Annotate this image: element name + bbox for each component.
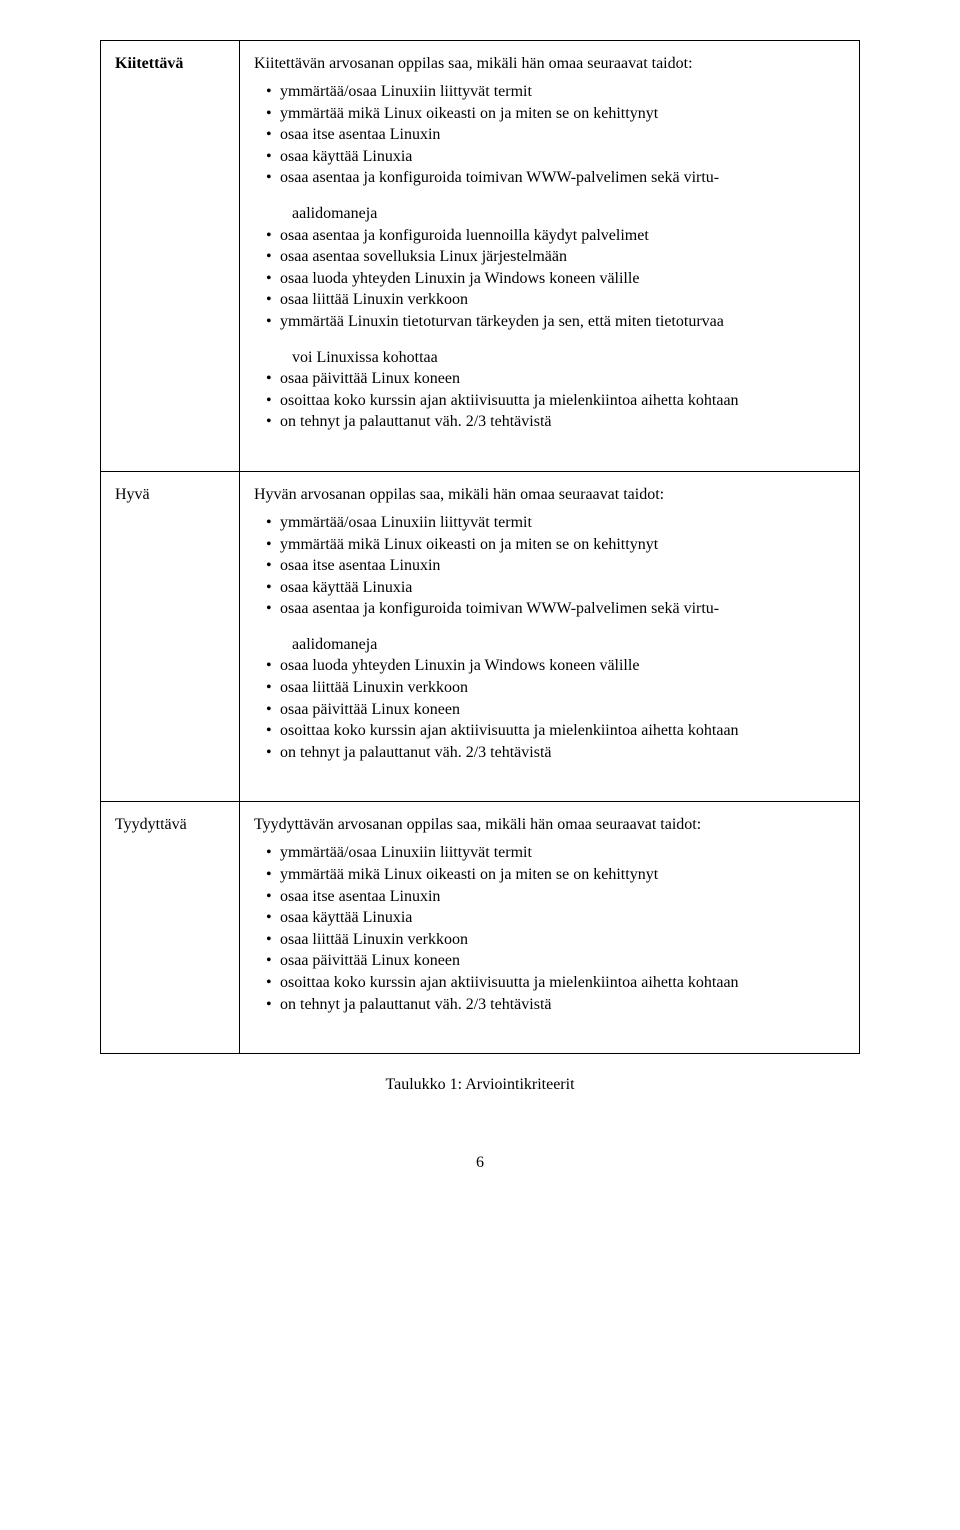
- list-item: ymmärtää Linuxin tietoturvan tärkeyden j…: [254, 311, 845, 333]
- list-item: osaa käyttää Linuxia: [254, 907, 845, 929]
- list-item: ymmärtää/osaa Linuxiin liittyvät termit: [254, 512, 845, 534]
- table-row: Kiitettävä Kiitettävän arvosanan oppilas …: [101, 41, 860, 472]
- row-intro: Tyydyttävän arvosanan oppilas saa, mikäl…: [254, 816, 845, 834]
- bullet-list: ymmärtää/osaa Linuxiin liittyvät termity…: [254, 81, 845, 433]
- list-item: on tehnyt ja palauttanut väh. 2/3 tehtäv…: [254, 411, 845, 433]
- list-item: osaa asentaa ja konfiguroida luennoilla …: [254, 225, 845, 247]
- table-row: Tyydyttävä Tyydyttävän arvosanan oppilas …: [101, 802, 860, 1054]
- list-item: osaa päivittää Linux koneen: [254, 699, 845, 721]
- bullet-list: ymmärtää/osaa Linuxiin liittyvät termity…: [254, 842, 845, 1015]
- list-item: osoittaa koko kurssin ajan aktiivisuutta…: [254, 390, 845, 412]
- list-item: osaa itse asentaa Linuxin: [254, 124, 845, 146]
- list-item: osaa itse asentaa Linuxin: [254, 886, 845, 908]
- list-item: aalidomaneja: [254, 203, 845, 225]
- list-item: osaa asentaa ja konfiguroida toimivan WW…: [254, 167, 845, 189]
- list-item: osaa itse asentaa Linuxin: [254, 555, 845, 577]
- list-item: ymmärtää mikä Linux oikeasti on ja miten…: [254, 534, 845, 556]
- list-item: aalidomaneja: [254, 634, 845, 656]
- list-item: osaa liittää Linuxin verkkoon: [254, 929, 845, 951]
- list-item: osaa käyttää Linuxia: [254, 146, 845, 168]
- row-intro: Kiitettävän arvosanan oppilas saa, mikäl…: [254, 55, 845, 73]
- table-row: Hyvä Hyvän arvosanan oppilas saa, mikäli …: [101, 471, 860, 802]
- list-item: ymmärtää/osaa Linuxiin liittyvät termit: [254, 81, 845, 103]
- row-label: Kiitettävä: [101, 41, 240, 472]
- list-item: osaa päivittää Linux koneen: [254, 368, 845, 390]
- rubric-table: Kiitettävä Kiitettävän arvosanan oppilas …: [100, 40, 860, 1054]
- list-item: voi Linuxissa kohottaa: [254, 347, 845, 369]
- row-body: Tyydyttävän arvosanan oppilas saa, mikäl…: [240, 802, 860, 1054]
- list-item: ymmärtää mikä Linux oikeasti on ja miten…: [254, 103, 845, 125]
- table-caption: Taulukko 1: Arviointikriteerit: [100, 1076, 860, 1094]
- list-item: ymmärtää mikä Linux oikeasti on ja miten…: [254, 864, 845, 886]
- list-item: osoittaa koko kurssin ajan aktiivisuutta…: [254, 972, 845, 994]
- list-item: osoittaa koko kurssin ajan aktiivisuutta…: [254, 720, 845, 742]
- list-item: osaa liittää Linuxin verkkoon: [254, 289, 845, 311]
- row-intro: Hyvän arvosanan oppilas saa, mikäli hän …: [254, 486, 845, 504]
- row-label: Tyydyttävä: [101, 802, 240, 1054]
- list-item: osaa liittää Linuxin verkkoon: [254, 677, 845, 699]
- list-item: osaa luoda yhteyden Linuxin ja Windows k…: [254, 268, 845, 290]
- list-item: ymmärtää/osaa Linuxiin liittyvät termit: [254, 842, 845, 864]
- row-body: Kiitettävän arvosanan oppilas saa, mikäl…: [240, 41, 860, 472]
- list-item: osaa asentaa sovelluksia Linux järjestel…: [254, 246, 845, 268]
- list-item: on tehnyt ja palauttanut väh. 2/3 tehtäv…: [254, 994, 845, 1016]
- list-item: on tehnyt ja palauttanut väh. 2/3 tehtäv…: [254, 742, 845, 764]
- row-label: Hyvä: [101, 471, 240, 802]
- bullet-list: ymmärtää/osaa Linuxiin liittyvät termity…: [254, 512, 845, 764]
- row-body: Hyvän arvosanan oppilas saa, mikäli hän …: [240, 471, 860, 802]
- list-item: osaa asentaa ja konfiguroida toimivan WW…: [254, 598, 845, 620]
- list-item: osaa päivittää Linux koneen: [254, 950, 845, 972]
- page-number: 6: [100, 1154, 860, 1172]
- list-item: osaa käyttää Linuxia: [254, 577, 845, 599]
- list-item: osaa luoda yhteyden Linuxin ja Windows k…: [254, 655, 845, 677]
